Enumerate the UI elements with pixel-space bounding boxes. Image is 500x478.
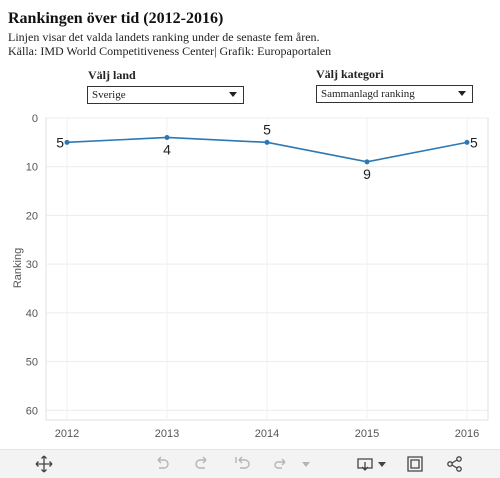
- dropdown-icon[interactable]: [296, 454, 316, 474]
- redo-icon[interactable]: [192, 454, 212, 474]
- share-icon[interactable]: [445, 454, 465, 474]
- country-select[interactable]: Sverige: [87, 86, 244, 104]
- x-tick-label: 2014: [255, 428, 279, 440]
- line-chart: 0 10 20 30 40 50 60 2012 2013 2014 2015 2016 Ranki…: [12, 113, 489, 440]
- data-label: 5: [56, 134, 64, 150]
- y-tick-label: 10: [26, 162, 38, 174]
- y-axis: 0 10 20 30 40 50 60: [26, 113, 38, 417]
- data-point[interactable]: [164, 134, 170, 140]
- data-labels: 5 4 5 9 5: [56, 121, 478, 181]
- data-label: 9: [363, 166, 371, 182]
- forward-icon[interactable]: [270, 454, 290, 474]
- country-select-value: Sverige: [92, 89, 126, 101]
- data-label: 4: [163, 141, 171, 157]
- x-tick-label: 2015: [355, 428, 379, 440]
- data-point[interactable]: [364, 159, 370, 165]
- chevron-down-icon: [229, 92, 237, 97]
- chart-source: Källa: IMD World Competitiveness Center|…: [8, 44, 332, 58]
- chart-subtitle: Linjen visar det valda landets ranking u…: [8, 30, 320, 44]
- revert-icon[interactable]: [232, 454, 252, 474]
- y-tick-label: 50: [26, 357, 38, 369]
- x-tick-label: 2013: [155, 428, 179, 440]
- y-tick-label: 0: [32, 113, 38, 125]
- fullscreen-icon[interactable]: [405, 454, 425, 474]
- category-label: Välj kategori: [316, 67, 384, 81]
- category-select[interactable]: Sammanlagd ranking: [316, 85, 473, 103]
- series-line: [64, 134, 470, 165]
- undo-icon[interactable]: [152, 454, 172, 474]
- data-label: 5: [470, 134, 478, 150]
- data-label: 5: [263, 121, 271, 137]
- y-tick-label: 60: [26, 405, 38, 417]
- grid: [45, 117, 489, 421]
- toolbar: [0, 449, 500, 478]
- chevron-down-icon[interactable]: [372, 454, 392, 474]
- category-select-value: Sammanlagd ranking: [321, 88, 415, 100]
- y-axis-label: Ranking: [12, 248, 24, 288]
- y-tick-label: 40: [26, 308, 38, 320]
- chart-title: Rankingen över tid (2012-2016): [8, 10, 224, 27]
- y-tick-label: 30: [26, 259, 38, 271]
- data-point[interactable]: [464, 139, 470, 145]
- data-point[interactable]: [264, 139, 270, 145]
- data-point[interactable]: [64, 139, 70, 145]
- download-icon[interactable]: [355, 454, 375, 474]
- x-tick-label: 2012: [55, 428, 79, 440]
- chevron-down-icon: [458, 91, 466, 96]
- x-axis: 2012 2013 2014 2015 2016: [55, 428, 479, 440]
- x-tick-label: 2016: [455, 428, 479, 440]
- y-tick-label: 20: [26, 210, 38, 222]
- move-icon[interactable]: [34, 454, 54, 474]
- country-label: Välj land: [88, 68, 136, 82]
